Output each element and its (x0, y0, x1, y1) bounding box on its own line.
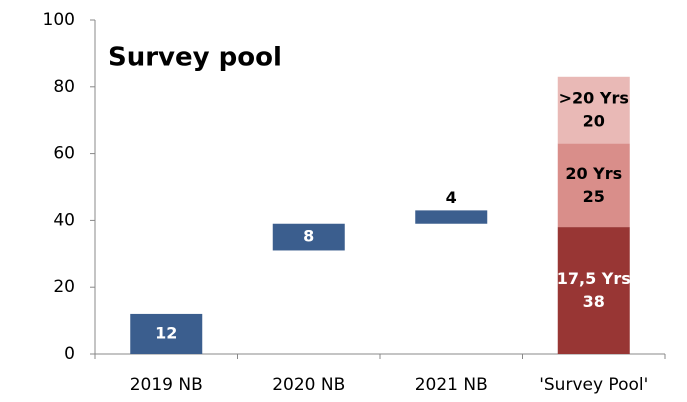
stack-segment (557, 76, 630, 144)
chart-title: Survey pool (108, 43, 282, 73)
x-tick-label: 2019 NB (130, 375, 203, 395)
bar-label: 12 (155, 323, 177, 342)
bar-label: 8 (303, 227, 314, 246)
segment-label: 25 (583, 187, 605, 206)
x-tick-label: 'Survey Pool' (539, 375, 648, 395)
y-tick-label: 100 (43, 10, 75, 30)
bar (130, 313, 203, 354)
segment-label: 38 (583, 292, 605, 311)
stack-segment (557, 143, 630, 228)
segment-name: 17,5 Yrs (557, 269, 631, 288)
y-tick-label: 0 (64, 344, 75, 364)
segment-label: 20 (583, 112, 605, 131)
x-tick-label: 2021 NB (415, 375, 488, 395)
bar (272, 223, 345, 251)
y-tick-label: 20 (53, 277, 75, 297)
stack-segment (557, 227, 630, 354)
y-tick-label: 60 (53, 144, 75, 164)
y-tick-label: 80 (53, 77, 75, 97)
bar-label: 4 (446, 188, 457, 207)
segment-name: 20 Yrs (565, 164, 622, 183)
y-tick-label: 40 (53, 210, 75, 230)
segment-name: >20 Yrs (559, 89, 629, 108)
x-tick-label: 2020 NB (272, 375, 345, 395)
bar (415, 210, 488, 224)
